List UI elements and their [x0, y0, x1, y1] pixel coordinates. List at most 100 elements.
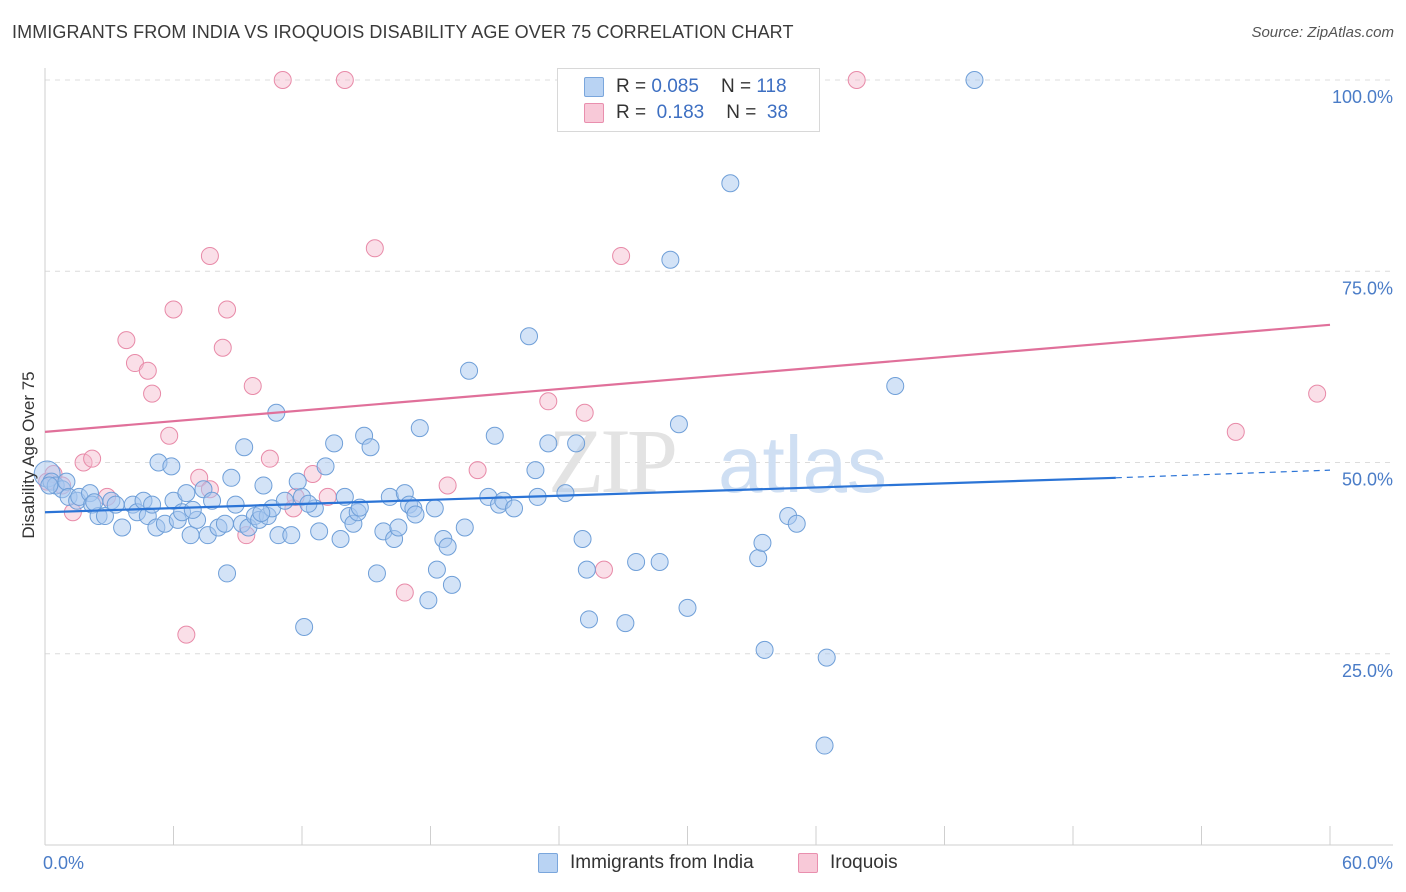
india-point: [350, 498, 369, 517]
india-point: [222, 468, 241, 487]
iroquois-point: [438, 476, 457, 495]
india-point: [57, 472, 76, 491]
iroquois-point: [539, 392, 558, 411]
chart-title: IMMIGRANTS FROM INDIA VS IROQUOIS DISABI…: [12, 22, 794, 42]
india-point: [460, 361, 479, 380]
iroquois-point: [468, 461, 487, 480]
iroquois-point: [83, 449, 102, 468]
india-point: [215, 514, 234, 533]
india-point: [406, 505, 425, 524]
india-point: [721, 174, 740, 193]
india-point: [579, 610, 598, 629]
india-point: [203, 491, 222, 510]
iroquois-point: [612, 246, 631, 265]
india-trend-extension: [1115, 469, 1331, 479]
iroquois-point: [117, 331, 136, 350]
iroquois-point: [365, 239, 384, 258]
india-point: [749, 549, 768, 568]
iroquois-point: [273, 71, 292, 89]
india-point: [310, 522, 329, 541]
india-point: [505, 499, 524, 518]
india-point: [181, 526, 200, 545]
iroquois-point: [594, 560, 613, 579]
india-point: [787, 514, 806, 533]
india-point: [316, 457, 335, 476]
india-point: [177, 484, 196, 503]
iroquois-point: [260, 449, 279, 468]
bottom-legend-swatch-iroquois: [798, 853, 818, 873]
watermark-atlas: atlas: [718, 420, 887, 509]
india-point: [295, 617, 314, 636]
watermark: ZIP atlas: [548, 410, 887, 512]
iroquois-point: [164, 300, 183, 319]
y-tick-label: 25.0%: [1342, 661, 1393, 681]
y-tick-label: 75.0%: [1342, 278, 1393, 298]
y-tick-label: 100.0%: [1332, 87, 1393, 107]
india-point: [419, 591, 438, 610]
iroquois-point: [243, 377, 262, 395]
y-axis-label: Disability Age Over 75: [19, 371, 38, 538]
bottom-legend: Immigrants from India Iroquois: [0, 852, 1406, 878]
india-point: [616, 614, 635, 633]
india-point: [162, 457, 181, 476]
india-point: [669, 415, 688, 434]
india-point: [965, 71, 984, 89]
legend-row-iroquois: R = 0.183 N = 38: [584, 101, 788, 125]
bottom-legend-label-iroquois: Iroquois: [830, 852, 898, 873]
iroquois-point: [138, 361, 157, 380]
india-point: [577, 560, 596, 579]
india-point: [425, 499, 444, 518]
india-point: [95, 507, 114, 526]
iroquois-point: [575, 403, 594, 422]
legend-row-india: R = 0.085 N = 118: [584, 75, 787, 99]
iroquois-point: [200, 246, 219, 265]
legend-r-label: R =: [616, 76, 647, 97]
india-point: [389, 518, 408, 537]
india-point: [335, 487, 354, 506]
legend-r-label: R =: [616, 102, 647, 123]
trend-lines: [44, 323, 1331, 514]
india-point: [218, 564, 237, 583]
india-point: [183, 500, 202, 519]
bottom-legend-india: Immigrants from India: [538, 852, 754, 874]
india-point: [567, 434, 586, 453]
india-point: [661, 250, 680, 269]
bottom-legend-label-india: Immigrants from India: [570, 852, 754, 873]
india-point: [85, 493, 104, 512]
india-point: [755, 640, 774, 659]
iroquois-point: [218, 300, 237, 319]
india-point: [539, 434, 558, 453]
axes: [44, 68, 1393, 846]
iroquois-point: [847, 71, 866, 89]
legend-r-value: 0.085: [651, 76, 699, 97]
india-point: [556, 484, 575, 503]
india-point: [380, 487, 399, 506]
india-point: [410, 419, 429, 438]
india-point: [455, 518, 474, 537]
legend-swatch-india: [584, 77, 604, 97]
india-point: [325, 434, 344, 453]
india-point: [427, 560, 446, 579]
india-point: [573, 530, 592, 548]
india-point: [361, 438, 380, 457]
iroquois-point: [74, 453, 93, 472]
iroquois-point: [143, 384, 162, 403]
iroquois-point: [335, 71, 354, 89]
iroquois-points: [38, 71, 1327, 644]
chart-source: Source: ZipAtlas.com: [1251, 24, 1394, 41]
india-point: [526, 461, 545, 480]
iroquois-point: [1308, 384, 1327, 403]
y-tick-label: 50.0%: [1342, 470, 1393, 490]
iroquois-point: [395, 583, 414, 602]
india-point: [254, 476, 273, 495]
bottom-legend-iroquois: Iroquois: [798, 852, 898, 874]
india-point: [627, 552, 646, 571]
india-point: [331, 530, 350, 548]
india-point: [226, 495, 245, 514]
legend-n-value: 38: [766, 102, 789, 123]
india-point: [485, 426, 504, 445]
x-tick-label: 60.0%: [1342, 853, 1393, 873]
legend-n-value: 118: [756, 76, 787, 97]
india-point: [650, 552, 669, 571]
